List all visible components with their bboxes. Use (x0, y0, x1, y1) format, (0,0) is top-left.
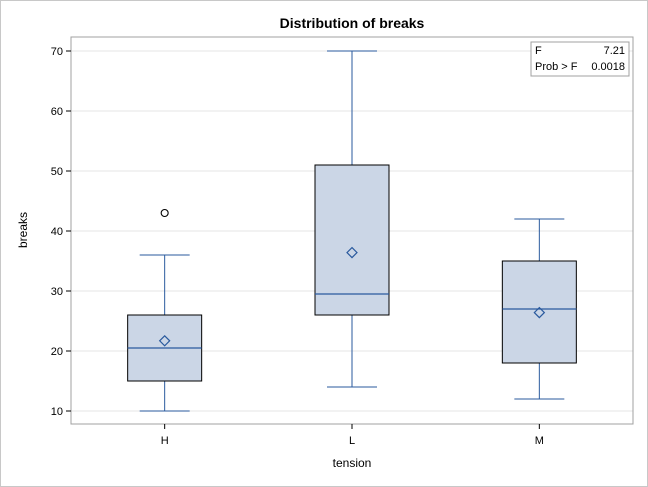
box-iqr (501, 260, 577, 364)
x-tick-label: H (161, 435, 169, 447)
y-tick-label: 20 (51, 346, 63, 358)
chart-title: Distribution of breaks (280, 15, 425, 31)
y-tick-label: 70 (51, 46, 63, 58)
mean-marker (158, 334, 171, 347)
mean-marker (346, 246, 358, 259)
y-tick-label: 30 (51, 286, 63, 298)
y-tick-label: 40 (51, 226, 63, 238)
stats-prob-label: Prob > F (535, 61, 578, 73)
y-tick-label: 60 (51, 106, 63, 118)
outlier-point (160, 208, 169, 218)
y-axis-label: breaks (16, 212, 30, 248)
box-group (127, 208, 203, 412)
y-axis: 10 20 30 40 50 60 70 (51, 46, 71, 418)
stats-prob-value: 0.0018 (591, 61, 625, 73)
x-tick-label: L (349, 435, 355, 447)
mean-marker (533, 306, 546, 319)
y-tick-label: 50 (51, 166, 63, 178)
boxes (127, 50, 577, 412)
stats-f-value: 7.21 (604, 45, 625, 57)
box-iqr (314, 164, 390, 316)
stats-inset-box (530, 41, 630, 77)
x-tick-label: M (535, 435, 544, 447)
x-axis-label: tension (333, 456, 372, 470)
box-group (314, 50, 390, 388)
stats-f-label: F (535, 45, 542, 57)
box-group (501, 218, 577, 400)
y-tick-label: 10 (51, 406, 63, 418)
stats-inset: F 7.21 Prob > F 0.0018 (530, 41, 630, 77)
